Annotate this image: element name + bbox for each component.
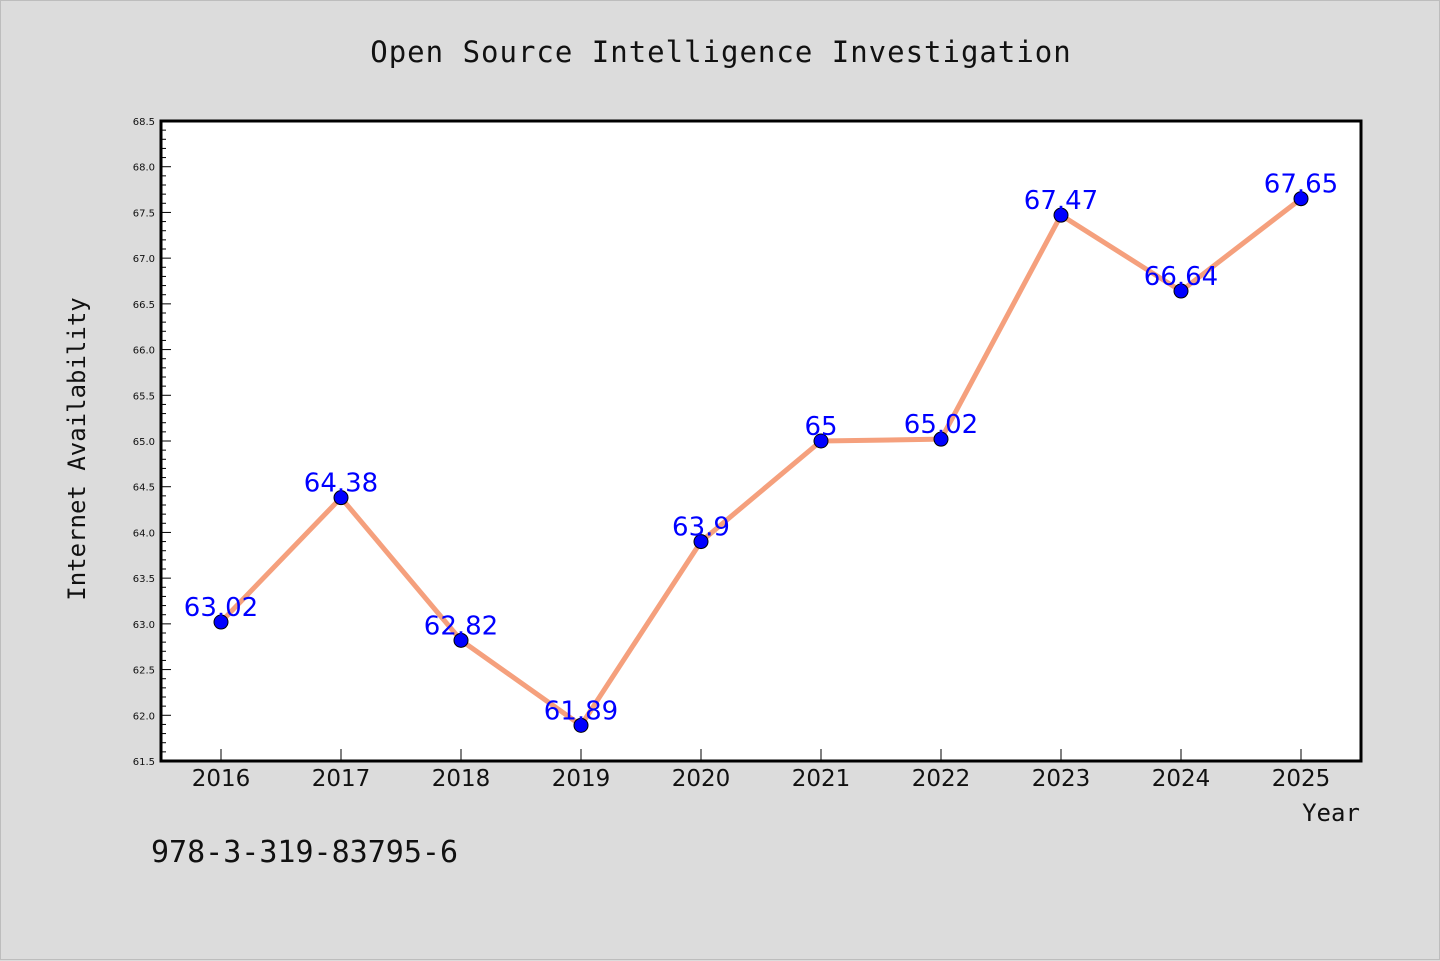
x-tick-label: 2021 bbox=[792, 766, 851, 792]
y-tick-label: 62.0 bbox=[133, 711, 155, 722]
y-tick-label: 64.5 bbox=[133, 483, 155, 494]
y-tick-label: 68.5 bbox=[133, 117, 155, 128]
x-tick-label: 2016 bbox=[192, 766, 251, 792]
x-tick-label: 2024 bbox=[1152, 766, 1211, 792]
y-tick-label: 67.5 bbox=[133, 208, 155, 219]
data-label: 62.82 bbox=[424, 611, 498, 641]
y-tick-label: 62.5 bbox=[133, 666, 155, 677]
data-point bbox=[1293, 191, 1309, 207]
data-label: 66.64 bbox=[1144, 262, 1218, 292]
series-line bbox=[219, 196, 1303, 728]
y-tick-label: 66.5 bbox=[133, 300, 155, 311]
y-tick-label: 63.0 bbox=[133, 620, 155, 631]
x-tick-label: 2020 bbox=[672, 766, 731, 792]
y-tick-label: 65.0 bbox=[133, 437, 155, 448]
y-tick-label: 68.0 bbox=[133, 163, 155, 174]
x-tick-label: 2022 bbox=[912, 766, 971, 792]
data-point bbox=[453, 632, 469, 648]
y-axis: 61.5 62.0 62.5 63.0 63.5 64.0 64.5 65.0 65.5 66.0… bbox=[133, 117, 171, 768]
x-tick-label: 2019 bbox=[552, 766, 611, 792]
data-labels: 63.02 64.38 62.82 61.89 63.9 65 65.02 67.47 66.6… bbox=[184, 170, 1338, 727]
data-label: 63.9 bbox=[672, 513, 730, 543]
x-axis: 2016 2017 2018 2019 2020 2021 2022 2023 2024 2025 bbox=[192, 749, 1331, 792]
plot-area bbox=[159, 119, 1363, 763]
data-label: 64.38 bbox=[304, 469, 378, 499]
data-point bbox=[573, 717, 589, 733]
data-point bbox=[813, 433, 829, 449]
y-tick-label: 65.5 bbox=[133, 391, 155, 402]
data-label: 63.02 bbox=[184, 593, 258, 623]
data-point bbox=[333, 490, 349, 506]
data-label: 65.02 bbox=[904, 410, 978, 440]
x-axis-label: Year bbox=[1302, 799, 1360, 827]
data-label: 61.89 bbox=[544, 696, 618, 726]
y-tick-label: 66.0 bbox=[133, 346, 155, 357]
x-tick-label: 2025 bbox=[1272, 766, 1331, 792]
isbn-text: 978-3-319-83795-6 bbox=[151, 835, 459, 870]
data-point bbox=[693, 534, 709, 550]
y-tick-label: 67.0 bbox=[133, 254, 155, 265]
data-point bbox=[1053, 207, 1069, 223]
y-tick-label: 64.0 bbox=[133, 528, 155, 539]
data-label: 65 bbox=[804, 412, 837, 442]
y-axis-label: Internet Availability bbox=[63, 297, 91, 600]
data-point bbox=[213, 614, 229, 630]
data-point bbox=[933, 431, 949, 447]
data-label: 67.65 bbox=[1264, 170, 1338, 200]
y-tick-label: 63.5 bbox=[133, 574, 155, 585]
markers bbox=[213, 191, 1309, 733]
y-tick-label: 61.5 bbox=[133, 757, 155, 768]
chart-title: Open Source Intelligence Investigation bbox=[370, 35, 1072, 69]
x-tick-label: 2018 bbox=[432, 766, 491, 792]
data-label: 67.47 bbox=[1024, 186, 1098, 216]
x-tick-label: 2023 bbox=[1032, 766, 1091, 792]
x-tick-label: 2017 bbox=[312, 766, 371, 792]
data-point bbox=[1173, 283, 1189, 299]
